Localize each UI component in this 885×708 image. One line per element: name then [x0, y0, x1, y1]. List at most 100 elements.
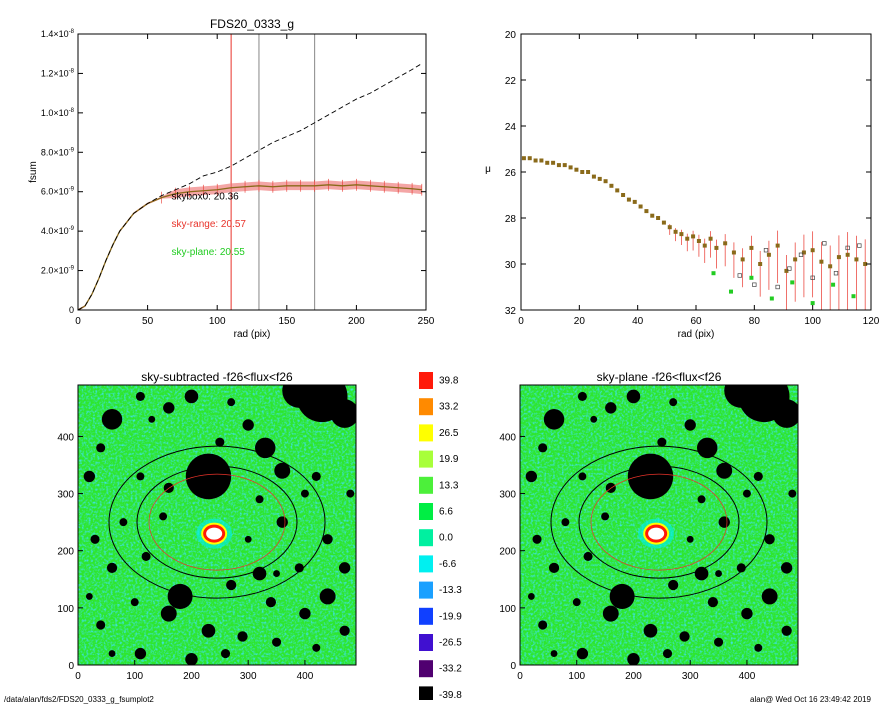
map1-inner-ellipse [148, 473, 286, 571]
map1-star-mask [319, 588, 336, 605]
map2-star-mask [684, 419, 696, 431]
map2-inner-ellipse [590, 473, 728, 571]
mu-data-point [819, 259, 824, 264]
map1-star-mask [108, 650, 116, 657]
map2-star-mask [627, 653, 640, 665]
map2-galaxy-core [638, 518, 675, 549]
mu-data-point [845, 252, 850, 257]
colorbar-label: -19.9 [439, 611, 462, 622]
footer-file-path: /data/alan/fds2/FDS20_0333_g_fsumplot2 [4, 695, 154, 704]
map1-aperture-ellipses [108, 445, 326, 599]
mu-data-point [556, 163, 561, 168]
colorbar-label: 13.3 [439, 480, 459, 491]
map2-star-mask [532, 534, 542, 544]
map2-star-mask [736, 563, 746, 573]
mu-data-point [790, 280, 795, 285]
mu-data-point [793, 257, 798, 262]
map2-star-mask [572, 598, 581, 607]
mu-data-point [784, 268, 789, 273]
mu-x-axis-label: rad (pix) [678, 329, 715, 340]
map2-star-mask [669, 398, 678, 407]
mu-data-point [615, 188, 620, 193]
map1-star-mask [159, 512, 168, 521]
mu-data-point [545, 160, 550, 165]
colorbar-swatch [419, 607, 433, 625]
map2-star-mask [697, 437, 718, 459]
map2-outer-ellipse [550, 445, 768, 599]
fsum-y-axis-label: fsum [28, 161, 39, 183]
map2-aperture-ellipses [550, 445, 768, 599]
fsum-y-tick-label: 1.4×10-8 [41, 29, 75, 39]
map2-star-mask [694, 566, 709, 581]
map1-x-tick-label: 400 [297, 671, 314, 682]
map1-star-mask [119, 518, 128, 527]
map2-star-mask [577, 391, 587, 401]
map1-star-mask [227, 398, 236, 407]
mu-data-point [621, 193, 626, 197]
map2-star-mask [741, 607, 753, 620]
map1-star-mask [135, 391, 145, 401]
map1-y-tick-label: 0 [68, 661, 74, 672]
map2-galaxy-center [648, 527, 665, 540]
map2-star-mask [643, 623, 658, 638]
mu-data-point [685, 236, 690, 241]
map1-star-mask [101, 409, 123, 430]
colorbar-swatch [419, 686, 433, 704]
map2-star-mask [525, 470, 538, 483]
map2-y-tick-label: 100 [499, 604, 516, 615]
mu-data-point [696, 239, 701, 243]
map1-frame [77, 384, 357, 666]
map1-star-mask [255, 437, 276, 459]
mu-data-point [533, 158, 538, 163]
map2-star-mask [679, 631, 690, 642]
mu-data-point [714, 245, 719, 250]
fsum-y-tick-label: 1.2×10-8 [41, 68, 75, 78]
fsum-error-band [78, 180, 422, 310]
map1-star-mask [252, 566, 267, 581]
map2-star-masks [525, 385, 798, 665]
map2-star-mask [605, 402, 617, 414]
mu-data-point [638, 204, 643, 209]
fsum-radius-markers [230, 34, 316, 310]
mu-data-point [586, 170, 591, 174]
map1-galaxy-center [206, 527, 223, 540]
mu-data-point [626, 197, 631, 202]
mu-y-tick-label: 32 [505, 306, 517, 317]
map2-star-mask [697, 495, 706, 504]
map1-x-tick-label: 0 [75, 671, 81, 682]
mu-data-point [831, 282, 836, 287]
mu-data-point [845, 245, 850, 251]
colorbar-label: 0.0 [439, 533, 453, 544]
map1-star-mask [274, 462, 291, 479]
map2-star-mask [590, 415, 598, 423]
map1-x-tick-label: 300 [240, 671, 257, 682]
fsum-annotation-text: skybox0: 20.36 [171, 192, 239, 203]
fsum-plot-frame [77, 33, 427, 311]
map2-star-mask [527, 593, 535, 600]
map2-star-mask [601, 512, 610, 521]
colorbar-label: 33.2 [439, 402, 459, 413]
map2-star-mask [780, 562, 793, 574]
map2-y-tick-label: 400 [499, 432, 516, 443]
mu-data-point [644, 209, 649, 214]
map1-star-mask [85, 593, 93, 600]
mu-data-point [863, 262, 868, 266]
mu-data-point [632, 199, 637, 204]
map2-star-mask [583, 551, 593, 562]
mu-axes: 0 20 40 60 80 100 120 20 22 24 26 28 30 32 [505, 30, 880, 327]
mu-data-point [854, 257, 859, 262]
map2-star-mask [754, 643, 763, 652]
map2-y-tick-label: 0 [510, 661, 516, 672]
colorbar-swatch [419, 476, 433, 494]
map2-x-tick-label: 0 [517, 671, 523, 682]
fsum-x-tick-label: 0 [75, 316, 81, 327]
map2-star-mask [788, 489, 797, 498]
map2-star-mask [662, 649, 673, 659]
map2-star-mask [772, 399, 798, 428]
colorbar-swatch [419, 529, 433, 547]
mu-y-tick-label: 20 [505, 30, 517, 41]
colorbar-label: -13.3 [439, 585, 462, 596]
mu-data-point [737, 273, 742, 278]
map2-star-mask [627, 453, 674, 500]
